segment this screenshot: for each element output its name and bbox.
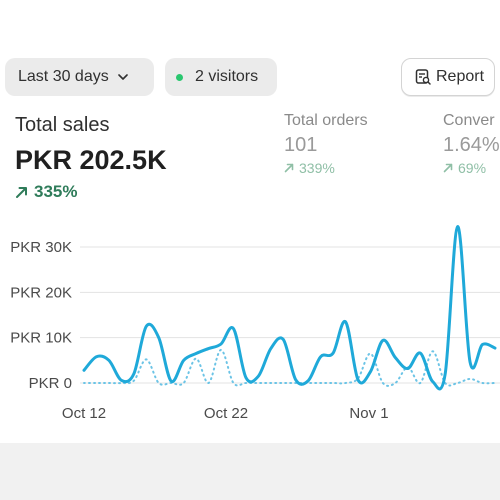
visitors-label: 2 visitors <box>195 68 259 85</box>
total-orders-title: Total orders <box>284 112 368 129</box>
conversion-value: 1.64% <box>443 134 500 156</box>
total-orders-delta: 339% <box>284 160 335 176</box>
x-tick-label: Nov 1 <box>349 405 388 422</box>
conversion-title: Conver <box>443 112 495 129</box>
footer-strip <box>0 443 500 500</box>
chevron-down-icon <box>117 71 129 83</box>
total-orders-value: 101 <box>284 134 318 156</box>
y-tick-label: PKR 20K <box>10 284 72 301</box>
total-sales-delta: 335% <box>15 182 77 202</box>
conversion-delta: 69% <box>443 160 486 176</box>
x-tick-label: Oct 22 <box>204 405 248 422</box>
x-tick-label: Oct 12 <box>62 405 106 422</box>
total-sales-delta-value: 335% <box>34 182 78 201</box>
date-range-selector[interactable]: Last 30 days <box>5 58 154 96</box>
arrow-up-right-icon <box>15 186 28 199</box>
report-button[interactable]: Report <box>401 58 495 96</box>
sales-series-line <box>82 225 497 391</box>
y-tick-label: PKR 30K <box>10 239 72 256</box>
total-orders-delta-value: 339% <box>299 160 335 176</box>
total-sales-value: PKR 202.5K <box>15 145 167 175</box>
total-sales-title: Total sales <box>15 114 110 136</box>
visitors-indicator[interactable]: 2 visitors <box>165 58 277 96</box>
arrow-up-right-icon <box>443 163 453 173</box>
live-dot-icon <box>176 73 183 81</box>
date-range-label: Last 30 days <box>18 68 109 85</box>
y-tick-label: PKR 10K <box>10 330 72 347</box>
conversion-delta-value: 69% <box>458 160 487 176</box>
y-tick-label: PKR 0 <box>29 375 72 392</box>
report-icon <box>414 68 436 86</box>
sales-chart: PKR 30K PKR 20K PKR 10K PKR 0 Oct 12 Oct 22 No… <box>10 225 500 422</box>
report-label: Report <box>436 68 485 85</box>
arrow-up-right-icon <box>284 163 294 173</box>
